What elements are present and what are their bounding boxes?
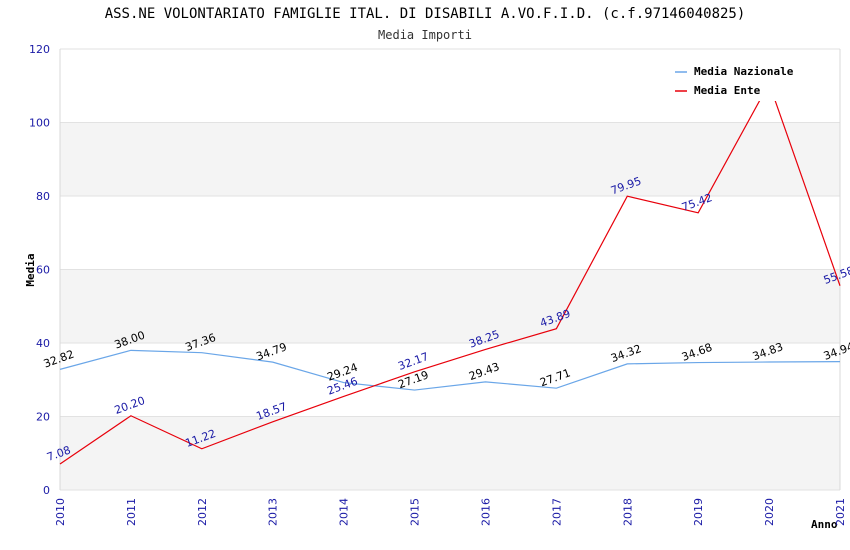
y-tick-label: 0	[43, 484, 50, 497]
series-line-media-ente	[59, 81, 841, 465]
grid-band	[60, 416, 840, 490]
x-tick-label: 2015	[409, 498, 422, 526]
x-tick-label: 2020	[763, 498, 776, 526]
grid-band	[60, 196, 840, 270]
grid-band	[60, 343, 840, 417]
y-tick-label: 60	[36, 264, 50, 277]
x-axis-ticks: 2010 2011 2012 2013 2014 2015 2016 2017 2018 2019…	[54, 498, 847, 526]
y-axis-label: Media	[24, 253, 37, 286]
x-tick-label: 2010	[54, 498, 67, 526]
chart-subtitle: Media Importi	[378, 28, 472, 42]
x-tick-label: 2012	[196, 498, 209, 526]
legend-label-media-nazionale: Media Nazionale	[694, 65, 794, 78]
x-axis-label: Anno	[811, 518, 838, 531]
legend: Media Nazionale Media Ente	[668, 60, 809, 101]
x-tick-label: 2013	[267, 498, 280, 526]
x-tick-label: 2014	[338, 498, 351, 526]
y-tick-label: 120	[29, 43, 50, 56]
series-lines	[59, 81, 841, 465]
grid-band	[60, 269, 840, 343]
legend-box	[668, 60, 809, 101]
y-tick-label: 40	[36, 337, 50, 350]
x-tick-label: 2011	[125, 498, 138, 526]
grid-band	[60, 122, 840, 196]
grid-lines	[59, 48, 841, 491]
x-tick-label: 2018	[621, 498, 634, 526]
x-tick-label: 2017	[550, 498, 563, 526]
x-tick-label: 2019	[692, 498, 705, 526]
y-axis-ticks: 0 20 40 60 80 100 120	[29, 43, 50, 497]
y-tick-label: 20	[36, 411, 50, 424]
x-tick-label: 2016	[479, 498, 492, 526]
legend-label-media-ente: Media Ente	[694, 84, 761, 97]
y-tick-label: 80	[36, 190, 50, 203]
x-tick-label: 2021	[834, 498, 847, 526]
chart-title: ASS.NE VOLONTARIATO FAMIGLIE ITAL. DI DI…	[105, 6, 746, 22]
y-tick-label: 100	[29, 117, 50, 130]
series-line-media-nazionale	[59, 349, 841, 391]
